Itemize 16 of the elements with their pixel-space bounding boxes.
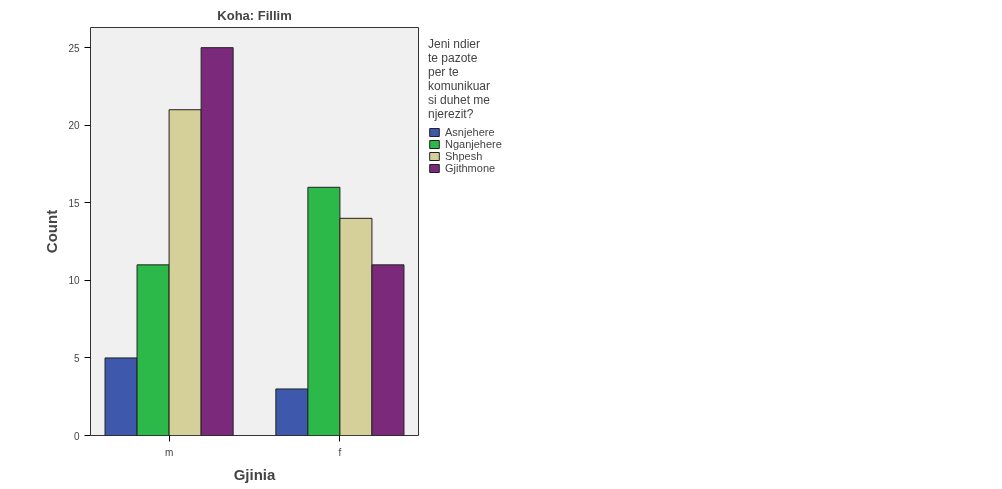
y-tick-label: 5: [73, 352, 80, 364]
y-tick-label: 20: [68, 120, 80, 132]
legend-label: Gjithmone: [445, 162, 496, 174]
x-axis-title: Gjinia: [233, 465, 276, 483]
x-tick-label: m: [164, 446, 174, 458]
y-axis-title: Count: [43, 209, 61, 254]
legend-label: Asnjehere: [445, 126, 495, 138]
chart-title: Koha: Fillim: [217, 7, 292, 23]
x-tick-label: f: [338, 446, 342, 458]
legend-label: Shpesh: [445, 150, 483, 162]
y-tick-label: 0: [73, 430, 80, 442]
y-tick-label: 15: [68, 197, 80, 209]
y-tick-label: 25: [68, 42, 80, 54]
legend-title: Jeni ndier te pazote per te komunikuar si duhet me njerezit?: [428, 37, 492, 121]
y-tick-label: 10: [68, 275, 80, 287]
legend-label: Nganjehere: [445, 138, 502, 150]
